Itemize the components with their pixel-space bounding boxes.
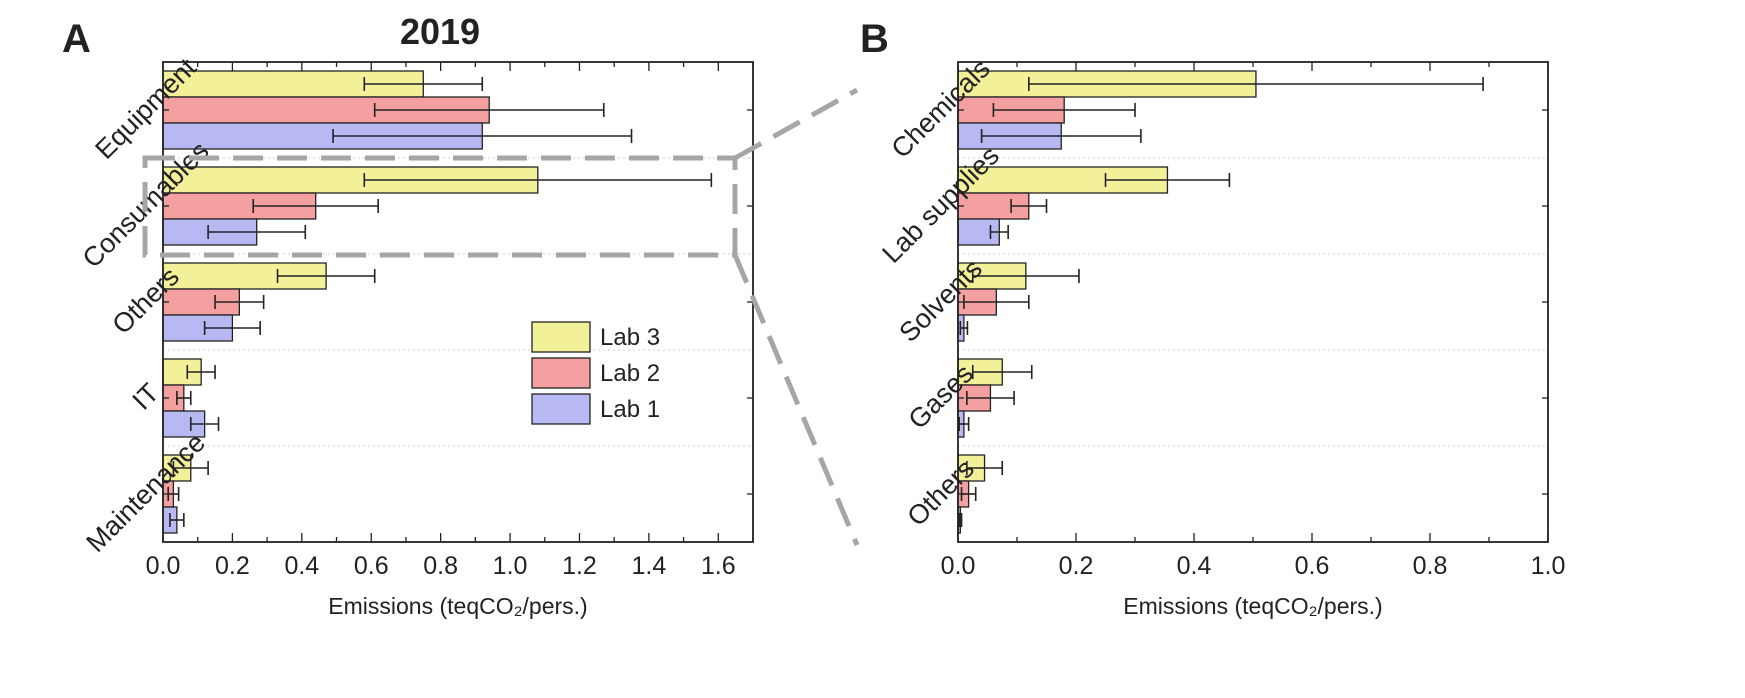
b-xtick-label: 0.6 — [1295, 552, 1330, 580]
b-xtick-label: 1.0 — [1531, 552, 1566, 580]
a-xtick-label: 0.4 — [284, 552, 319, 580]
a-xtick-label: 1.2 — [562, 552, 597, 580]
a-category-label-it: IT — [127, 378, 165, 416]
zoom-line-bottom — [732, 254, 860, 546]
a-xtick-label: 1.0 — [493, 552, 528, 580]
b-xtick-label: 0.4 — [1177, 552, 1212, 580]
a-x-axis-label: Emissions (teqCO₂/pers.) — [328, 593, 587, 619]
a-legend-swatch-lab-2 — [531, 357, 591, 389]
a-legend-label-lab-2: Lab 2 — [600, 360, 660, 387]
a-xtick-label: 0.8 — [423, 552, 458, 580]
b-xtick-label: 0.0 — [941, 552, 976, 580]
a-legend-label-lab-3: Lab 3 — [600, 324, 660, 351]
a-xtick-label: 1.4 — [631, 552, 666, 580]
panel-letter-b: B — [860, 17, 889, 61]
zoom-line-top — [733, 87, 859, 161]
a-xtick-label: 0.6 — [354, 552, 389, 580]
a-xtick-label: 1.6 — [701, 552, 736, 580]
panel-a-chart: EquipmentConsumablesOthersITMaintenance0… — [77, 52, 754, 619]
chart-title: 2019 — [400, 11, 480, 52]
a-legend-label-lab-1: Lab 1 — [600, 396, 660, 423]
a-legend-swatch-lab-3 — [531, 321, 591, 353]
b-x-axis-label: Emissions (teqCO₂/pers.) — [1123, 593, 1382, 619]
a-xtick-label: 0.2 — [215, 552, 250, 580]
panel-letter-a: A — [62, 17, 91, 61]
b-bar-lab-supplies-lab-1 — [957, 218, 1000, 246]
zoom-connector — [142, 87, 860, 546]
zoom-highlight-box — [142, 155, 738, 258]
a-category-label-maintenance: Maintenance — [80, 427, 211, 558]
a-xtick-label: 0.0 — [146, 552, 181, 580]
b-xtick-label: 0.8 — [1413, 552, 1448, 580]
a-legend-swatch-lab-1 — [531, 393, 591, 425]
b-xtick-label: 0.2 — [1059, 552, 1094, 580]
